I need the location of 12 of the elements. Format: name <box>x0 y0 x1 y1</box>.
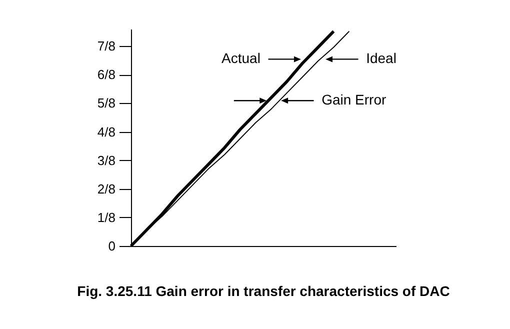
y-tick-label: 1/8 <box>97 210 116 225</box>
y-tick-label: 3/8 <box>97 152 116 168</box>
y-tick-label: 5/8 <box>97 96 116 111</box>
y-tick-label: 2/8 <box>97 181 116 196</box>
text: Fig. 3.25.11 Gain error in transfer characteristics of DAC <box>77 283 450 299</box>
legend-label: Ideal <box>366 50 396 66</box>
y-tick-label: 6/8 <box>97 67 116 82</box>
y-tick-label: 4/8 <box>97 124 116 140</box>
annotation: Gain Error <box>322 92 386 108</box>
text: Actual <box>222 50 260 66</box>
y-tick-label: 0 <box>108 238 116 254</box>
y-tick-label: 7/8 <box>97 38 116 54</box>
